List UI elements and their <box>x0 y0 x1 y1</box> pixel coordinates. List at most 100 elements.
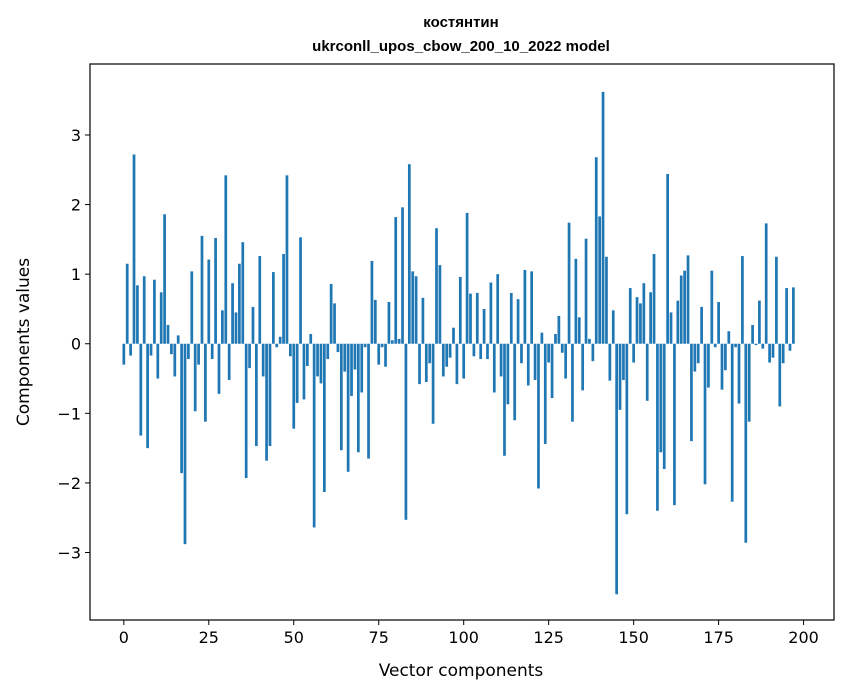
bar-78 <box>387 301 391 344</box>
bar-38 <box>251 306 255 344</box>
bar-195 <box>785 288 788 344</box>
bar-88 <box>421 297 425 344</box>
bar-154 <box>645 343 649 401</box>
bar-133 <box>574 258 578 344</box>
bar-15 <box>173 343 177 377</box>
bar-30 <box>224 175 228 344</box>
bar-43 <box>268 343 272 447</box>
bar-156 <box>652 253 656 344</box>
bar-150 <box>632 343 635 363</box>
bar-74 <box>373 299 377 344</box>
bar-94 <box>441 343 445 377</box>
bar-51 <box>295 343 299 403</box>
bar-99 <box>458 276 462 344</box>
bar-149 <box>628 288 632 344</box>
bar-174 <box>713 343 717 348</box>
bar-197 <box>792 287 795 344</box>
bar-188 <box>761 343 765 349</box>
x-tick-label: 175 <box>703 628 734 647</box>
y-tick-label: 0 <box>71 335 81 354</box>
bar-132 <box>571 343 574 422</box>
bar-52 <box>299 237 302 344</box>
bar-124 <box>543 343 547 444</box>
bar-106 <box>482 308 486 344</box>
bar-36 <box>244 343 248 479</box>
y-tick-label: −3 <box>57 544 81 563</box>
x-tick-label: 0 <box>119 628 129 647</box>
bar-16 <box>176 335 180 344</box>
bar-183 <box>744 343 748 543</box>
bar-113 <box>506 343 510 405</box>
bar-143 <box>608 343 612 381</box>
bar-181 <box>737 343 741 404</box>
bar-9 <box>153 279 156 344</box>
bar-172 <box>707 343 710 388</box>
bar-108 <box>489 282 493 344</box>
bar-63 <box>336 343 340 353</box>
bar-186 <box>754 343 758 346</box>
bar-131 <box>567 222 571 344</box>
bar-33 <box>234 312 238 344</box>
bar-120 <box>530 271 534 344</box>
bar-176 <box>720 343 724 390</box>
bar-166 <box>686 255 690 344</box>
bar-111 <box>499 343 503 377</box>
bar-56 <box>312 343 316 528</box>
bar-19 <box>187 343 190 360</box>
bar-139 <box>594 157 598 344</box>
bar-14 <box>170 343 173 355</box>
bar-0 <box>122 343 126 365</box>
bar-42 <box>265 343 268 461</box>
bar-73 <box>370 260 374 344</box>
x-axis-label: Vector components <box>379 661 544 681</box>
x-tick-label: 200 <box>788 628 819 647</box>
bar-3 <box>132 154 136 344</box>
bar-26 <box>210 343 214 360</box>
bar-17 <box>180 343 183 474</box>
bar-77 <box>384 343 387 367</box>
x-tick-label: 75 <box>369 628 389 647</box>
bar-169 <box>696 343 700 364</box>
bar-82 <box>401 207 404 344</box>
plot-frame <box>89 63 835 621</box>
bar-179 <box>730 343 734 502</box>
bar-189 <box>764 223 768 344</box>
x-axis-ticks: 0 25 50 75 100 125 150 175 200 <box>119 620 819 647</box>
bar-91 <box>431 343 435 424</box>
bar-13 <box>166 324 170 344</box>
bar-145 <box>615 343 619 595</box>
bar-35 <box>241 242 245 344</box>
bar-45 <box>275 343 279 348</box>
bar-104 <box>475 292 479 344</box>
bar-112 <box>503 343 506 456</box>
bar-57 <box>316 343 319 377</box>
bar-121 <box>533 343 537 380</box>
bar-103 <box>472 343 476 357</box>
bar-4 <box>136 285 139 344</box>
bar-92 <box>435 228 438 344</box>
bar-138 <box>591 343 595 362</box>
bar-107 <box>486 343 489 360</box>
bar-192 <box>775 256 778 344</box>
bar-72 <box>367 343 370 459</box>
bar-141 <box>601 91 605 344</box>
bar-64 <box>339 343 343 451</box>
bar-71 <box>363 343 367 348</box>
bar-142 <box>605 256 608 344</box>
bar-162 <box>673 343 676 506</box>
bar-190 <box>768 343 771 363</box>
bar-123 <box>540 332 544 344</box>
bar-157 <box>656 343 659 511</box>
bar-159 <box>662 343 666 469</box>
bar-115 <box>513 343 517 421</box>
bar-130 <box>564 343 568 379</box>
bar-177 <box>724 343 727 371</box>
bar-21 <box>193 343 197 412</box>
x-tick-label: 50 <box>284 628 304 647</box>
bar-119 <box>526 343 530 386</box>
bar-2 <box>129 343 132 356</box>
bar-193 <box>778 343 782 407</box>
bar-117 <box>520 343 523 364</box>
bar-58 <box>319 343 323 384</box>
bar-89 <box>424 343 428 383</box>
